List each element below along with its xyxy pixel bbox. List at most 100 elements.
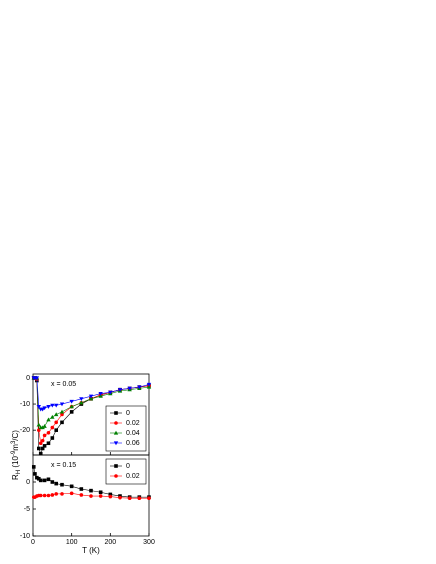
marker [117, 388, 123, 392]
marker [127, 496, 132, 501]
marker [88, 396, 94, 401]
marker [59, 409, 65, 414]
y-axis-label: RH (10-9m3/C) [11, 430, 22, 480]
legend-label: 0.04 [126, 430, 140, 437]
marker [33, 472, 37, 476]
marker [108, 390, 113, 395]
marker [42, 444, 47, 448]
marker [46, 417, 51, 422]
marker [37, 446, 41, 451]
marker [46, 405, 51, 409]
marker [69, 404, 74, 409]
x-tick-label: 0 [31, 539, 35, 546]
marker [54, 403, 59, 408]
marker [31, 465, 36, 469]
marker [36, 405, 41, 409]
legend-label: 0 [126, 463, 130, 470]
marker [88, 394, 94, 399]
marker [50, 436, 55, 440]
marker [147, 496, 151, 501]
marker [54, 428, 58, 432]
marker [42, 424, 47, 428]
marker [98, 494, 103, 498]
marker [60, 420, 64, 425]
marker [118, 495, 122, 500]
marker [137, 496, 142, 501]
marker [98, 490, 103, 495]
x-axis-label: T (K) [82, 546, 100, 555]
marker [46, 441, 51, 446]
marker [42, 406, 47, 411]
marker [146, 384, 152, 389]
y-axis-label-part: (10 [11, 456, 20, 470]
y-axis-label-part: m [11, 444, 20, 451]
marker [50, 493, 55, 497]
marker [40, 446, 45, 451]
legend-label: 0.06 [126, 440, 140, 447]
marker [40, 438, 45, 443]
marker [54, 481, 58, 486]
marker [42, 493, 47, 498]
marker [38, 441, 43, 446]
x-tick-label: 300 [143, 539, 155, 546]
y-axis-label-part: -9 [11, 450, 17, 456]
marker [42, 478, 47, 483]
marker [54, 492, 58, 496]
marker [79, 493, 84, 497]
marker [38, 451, 43, 456]
y-tick-label: -10 [20, 401, 30, 408]
marker [114, 421, 118, 425]
marker [60, 412, 64, 417]
marker [114, 464, 118, 468]
y-tick-label: -10 [20, 533, 30, 540]
marker [108, 492, 113, 497]
marker [98, 391, 103, 396]
y-tick-label: 0 [26, 479, 30, 486]
marker [69, 491, 74, 496]
y-axis-label-part: /C) [11, 430, 20, 441]
y-axis-label-part: 3 [11, 440, 17, 444]
marker [37, 476, 41, 481]
marker [79, 487, 84, 491]
marker [113, 441, 119, 446]
legend-box [105, 405, 147, 452]
marker [34, 376, 40, 381]
y-tick-label: 0 [26, 375, 30, 382]
marker [89, 488, 93, 493]
annotation: x = 0.15 [51, 462, 76, 469]
marker [50, 414, 55, 419]
marker [60, 482, 64, 487]
marker [60, 492, 64, 496]
marker [114, 411, 118, 415]
marker [38, 478, 43, 483]
marker [89, 494, 93, 498]
marker [42, 433, 47, 438]
legend-label: 0.02 [126, 420, 140, 427]
marker [46, 477, 51, 482]
marker [69, 410, 74, 414]
marker [46, 430, 51, 435]
marker [54, 420, 58, 425]
x-tick-label: 100 [66, 539, 78, 546]
marker [146, 382, 152, 387]
marker [50, 425, 55, 430]
marker [79, 397, 84, 402]
marker [35, 475, 39, 480]
marker [114, 474, 118, 478]
y-tick-label: -5 [24, 506, 30, 513]
marker [69, 399, 74, 404]
marker [46, 493, 51, 498]
legend-label: 0.02 [126, 473, 140, 480]
marker [50, 403, 55, 408]
marker [79, 400, 84, 405]
marker [38, 493, 43, 498]
x-tick-label: 200 [104, 539, 116, 546]
legend-box [105, 458, 147, 485]
marker [59, 402, 65, 407]
y-axis-label-part: R [11, 474, 20, 480]
marker [37, 428, 41, 432]
marker [137, 385, 142, 390]
marker [50, 480, 55, 484]
marker [113, 430, 119, 435]
